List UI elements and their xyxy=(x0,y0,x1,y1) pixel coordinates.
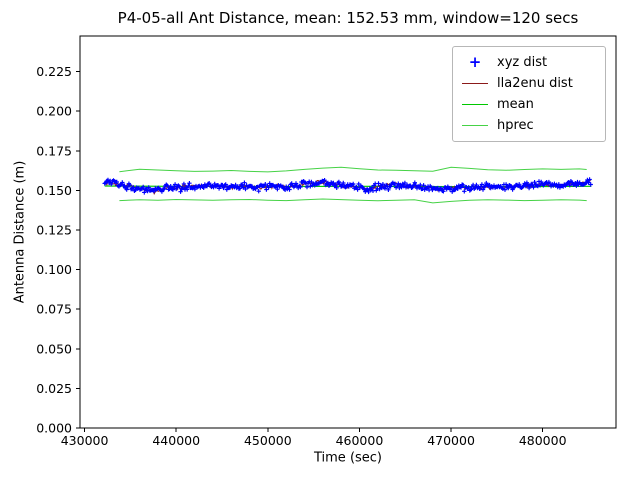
svg-text:0.100: 0.100 xyxy=(36,262,72,277)
svg-text:0.125: 0.125 xyxy=(36,223,72,238)
legend-label-lla2enu-dist: lla2enu dist xyxy=(497,76,573,91)
legend-line-hprec-icon xyxy=(462,125,488,126)
svg-text:430000: 430000 xyxy=(61,433,109,448)
svg-text:480000: 480000 xyxy=(519,433,567,448)
svg-text:0.175: 0.175 xyxy=(36,143,72,158)
svg-text:0.225: 0.225 xyxy=(36,64,72,79)
legend-line-lla2enu-icon xyxy=(462,83,488,84)
svg-text:470000: 470000 xyxy=(427,433,475,448)
x-axis-label: Time (sec) xyxy=(313,450,383,466)
svg-text:0.000: 0.000 xyxy=(36,421,72,436)
legend-item-hprec: hprec xyxy=(461,115,597,136)
legend-item-mean: mean xyxy=(461,94,597,115)
svg-text:460000: 460000 xyxy=(336,433,384,448)
svg-text:0.150: 0.150 xyxy=(36,183,72,198)
svg-text:0.025: 0.025 xyxy=(36,381,72,396)
chart-title: P4-05-all Ant Distance, mean: 152.53 mm,… xyxy=(117,9,579,27)
svg-text:450000: 450000 xyxy=(244,433,292,448)
legend-label-xyz-dist: xyz dist xyxy=(497,55,548,70)
svg-text:0.200: 0.200 xyxy=(36,104,72,119)
legend-marker-xyz-icon: + xyxy=(468,53,482,71)
legend-label-mean: mean xyxy=(497,97,534,112)
legend: + xyz dist lla2enu dist mean hprec xyxy=(452,46,606,142)
legend-item-xyz-dist: + xyz dist xyxy=(461,52,597,73)
svg-text:0.050: 0.050 xyxy=(36,341,72,356)
legend-item-lla2enu-dist: lla2enu dist xyxy=(461,73,597,94)
legend-label-hprec: hprec xyxy=(497,118,534,133)
svg-text:440000: 440000 xyxy=(152,433,200,448)
legend-line-mean-icon xyxy=(462,104,488,105)
y-axis-label: Antenna Distance (m) xyxy=(12,160,28,304)
svg-text:0.075: 0.075 xyxy=(36,302,72,317)
